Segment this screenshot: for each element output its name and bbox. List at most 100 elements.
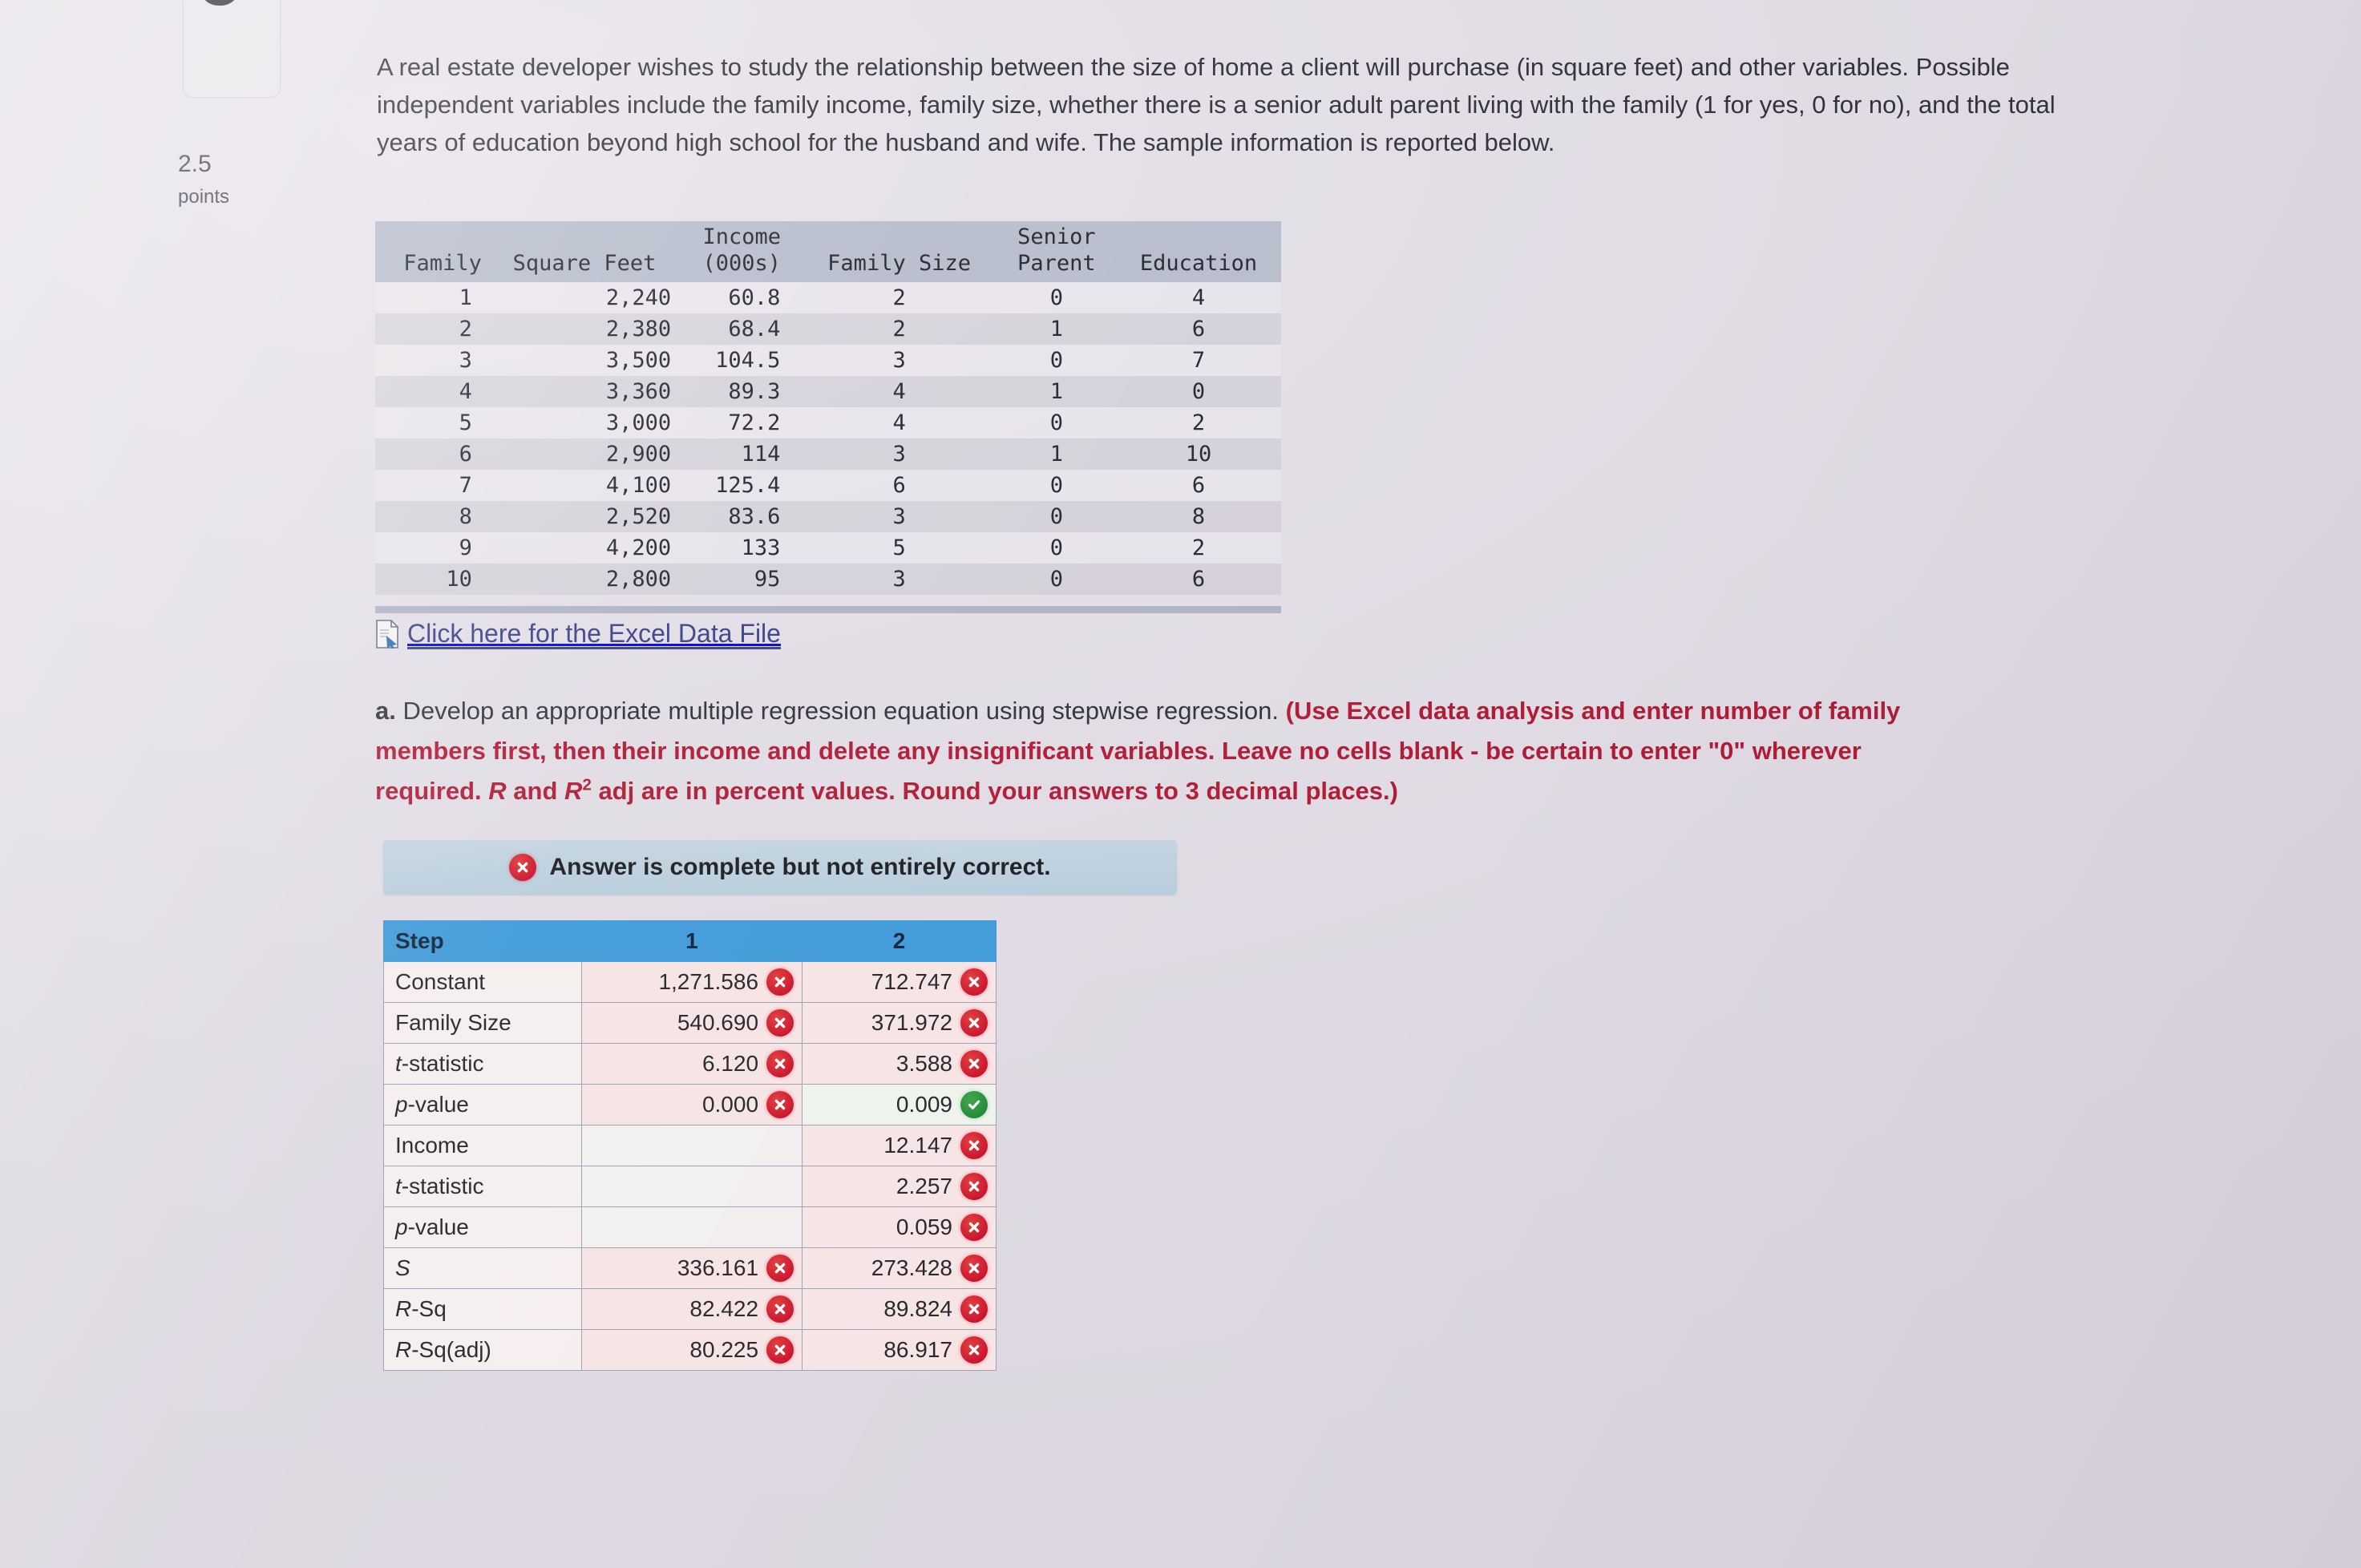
x-circle-icon bbox=[766, 1009, 794, 1037]
answer-value: 80.225 bbox=[689, 1337, 759, 1362]
answer-cell-step-2[interactable]: 12.147 bbox=[802, 1125, 997, 1166]
answer-cell-step-1[interactable]: 0.000 bbox=[580, 1084, 803, 1125]
table-cell: 6 bbox=[1191, 316, 1206, 341]
table-cell: 3,000 bbox=[605, 410, 672, 435]
table-cell: 0 bbox=[1049, 472, 1064, 498]
excel-link-label: Click here for the Excel Data File bbox=[407, 619, 781, 648]
table-cell: 104.5 bbox=[715, 347, 781, 373]
table-cell: 3 bbox=[892, 347, 906, 373]
answer-value: 371.972 bbox=[871, 1010, 952, 1035]
table-row: 1 2,240 60.8 2 0 4 bbox=[375, 281, 1281, 313]
table-cell: 2 bbox=[459, 316, 472, 341]
answer-value: 0.009 bbox=[895, 1092, 952, 1117]
table-cell: 7 bbox=[1191, 347, 1206, 373]
table-cell: 2 bbox=[1191, 535, 1206, 560]
x-circle-icon bbox=[766, 1091, 794, 1118]
answer-cell-step-1[interactable]: 540.690 bbox=[580, 1002, 803, 1044]
table-cell: 4,200 bbox=[605, 535, 672, 560]
table-cell: 2,380 bbox=[605, 316, 672, 341]
row-label: Constant bbox=[383, 961, 582, 1003]
table-cell: 1 bbox=[459, 285, 472, 310]
table-cell: 83.6 bbox=[728, 503, 781, 529]
answer-cell-step-2[interactable]: 89.824 bbox=[802, 1288, 997, 1330]
part-a-plain: Develop an appropriate multiple regressi… bbox=[402, 697, 1280, 725]
answer-cell-step-2[interactable]: 273.428 bbox=[802, 1247, 997, 1289]
part-a-red-first: (Use Excel data analysis and enter numbe… bbox=[375, 697, 1901, 806]
table-cell: 2,240 bbox=[605, 285, 672, 310]
table-cell: 0 bbox=[1049, 535, 1064, 560]
table-cell: 4,100 bbox=[605, 472, 672, 498]
answer-cell-step-1[interactable] bbox=[580, 1206, 803, 1248]
table-cell: 0 bbox=[1049, 410, 1064, 435]
answer-cell-step-1[interactable] bbox=[580, 1125, 803, 1166]
part-a-red-second: adj are in percent values. Round your an… bbox=[598, 777, 1398, 806]
table-cell: 9 bbox=[459, 535, 472, 560]
answer-cell-step-2[interactable]: 3.588 bbox=[802, 1043, 997, 1085]
answer-cell-step-2[interactable]: 2.257 bbox=[802, 1166, 997, 1207]
answer-value: 0.000 bbox=[701, 1092, 759, 1117]
row-label: S bbox=[383, 1247, 582, 1289]
x-circle-icon bbox=[960, 1009, 988, 1037]
step-header-row: Step 1 2 bbox=[383, 920, 997, 962]
column-header-income: Income (000s) bbox=[682, 221, 802, 282]
x-circle-icon bbox=[960, 968, 988, 996]
answer-cell-step-1[interactable] bbox=[580, 1166, 803, 1207]
table-cell: 3 bbox=[459, 347, 472, 373]
x-circle-icon bbox=[960, 1255, 988, 1282]
table-row: 7 4,100 125.4 6 0 6 bbox=[375, 469, 1281, 501]
answer-cell-step-1[interactable]: 1,271.586 bbox=[580, 961, 803, 1003]
table-cell: 10 bbox=[446, 566, 472, 592]
x-circle-icon bbox=[766, 1050, 794, 1077]
question-number: 9 bbox=[196, 0, 248, 19]
answer-cell-step-1[interactable]: 336.161 bbox=[580, 1247, 803, 1289]
table-cell: 3 bbox=[892, 503, 906, 529]
answer-status-banner: Answer is complete but not entirely corr… bbox=[383, 840, 1177, 895]
answer-value: 1,271.586 bbox=[658, 969, 759, 994]
row-label: Family Size bbox=[383, 1002, 582, 1044]
table-cell: 7 bbox=[459, 472, 472, 498]
column-header-senior-parent: Senior Parent bbox=[997, 221, 1117, 282]
table-cell: 1 bbox=[1049, 378, 1064, 404]
row-label: p-value bbox=[383, 1206, 582, 1248]
table-cell: 4 bbox=[892, 410, 906, 435]
table-row: Constant 1,271.586 712.747 bbox=[383, 961, 997, 1003]
answer-cell-step-2[interactable]: 712.747 bbox=[802, 961, 997, 1003]
table-cell: 4 bbox=[1191, 285, 1206, 310]
x-circle-icon bbox=[960, 1050, 988, 1077]
answer-cell-step-2[interactable]: 0.059 bbox=[802, 1206, 997, 1248]
table-row: p-value 0.059 bbox=[383, 1206, 997, 1248]
answer-cell-step-2[interactable]: 86.917 bbox=[802, 1329, 997, 1371]
answer-cell-step-1[interactable]: 80.225 bbox=[580, 1329, 803, 1371]
table-row: p-value 0.000 0.009 bbox=[383, 1084, 997, 1125]
table-cell: 3 bbox=[892, 566, 906, 592]
x-circle-icon bbox=[960, 1295, 988, 1323]
table-cell: 8 bbox=[1191, 503, 1206, 529]
row-label: p-value bbox=[383, 1084, 582, 1125]
table-cell: 125.4 bbox=[715, 472, 781, 498]
table-row: R-Sq(adj) 80.225 86.917 bbox=[383, 1329, 997, 1371]
answer-cell-step-1[interactable]: 6.120 bbox=[580, 1043, 803, 1085]
table-cell: 133 bbox=[741, 535, 781, 560]
table-row: R-Sq 82.422 89.824 bbox=[383, 1288, 997, 1330]
table-cell: 72.2 bbox=[728, 410, 781, 435]
table-cell: 2,520 bbox=[605, 503, 672, 529]
question-number-box bbox=[183, 0, 281, 98]
x-circle-icon bbox=[766, 1336, 794, 1364]
part-a-label: a. bbox=[375, 697, 396, 725]
x-circle-icon bbox=[960, 1336, 988, 1364]
table-cell: 6 bbox=[1191, 472, 1206, 498]
answer-value: 89.824 bbox=[883, 1296, 952, 1321]
table-cell: 4 bbox=[892, 378, 906, 404]
answer-cell-step-1[interactable]: 82.422 bbox=[580, 1288, 803, 1330]
excel-data-file-link[interactable]: Click here for the Excel Data File bbox=[375, 619, 781, 649]
answer-cell-step-2[interactable]: 0.009 bbox=[802, 1084, 997, 1125]
answer-cell-step-2[interactable]: 371.972 bbox=[802, 1002, 997, 1044]
table-cell: 0 bbox=[1049, 347, 1064, 373]
table-cell: 114 bbox=[741, 441, 781, 467]
table-cell: 60.8 bbox=[728, 285, 781, 310]
answer-value: 3.588 bbox=[895, 1051, 952, 1076]
answer-value: 6.120 bbox=[701, 1051, 759, 1076]
table-cell: 2 bbox=[892, 285, 906, 310]
problem-statement: A real estate developer wishes to study … bbox=[377, 53, 2056, 157]
table-cell: 6 bbox=[1191, 566, 1206, 592]
